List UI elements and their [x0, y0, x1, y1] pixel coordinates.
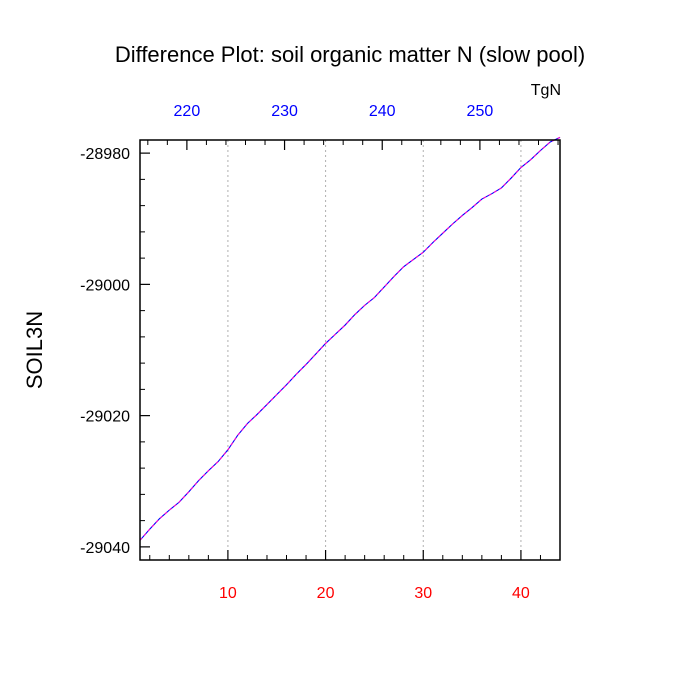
y-tick-label: -29000 — [80, 277, 130, 294]
plot-frame — [139, 139, 561, 561]
x-tick-label: 10 — [219, 585, 237, 602]
x-tick-label: 20 — [317, 585, 335, 602]
y-tick-label: -29020 — [80, 409, 130, 426]
series-line — [139, 136, 561, 541]
top-tick-label: 240 — [369, 103, 396, 120]
top-tick-label: 220 — [174, 103, 201, 120]
axis-ticks — [140, 140, 561, 560]
x-tick-label: 40 — [512, 585, 530, 602]
x-tick-label: 30 — [414, 585, 432, 602]
top-tick-label: 230 — [271, 103, 298, 120]
top-tick-label: 250 — [467, 103, 494, 120]
chart-title: Difference Plot: soil organic matter N (… — [115, 42, 585, 67]
tick-labels: 10 20 30 40 220 230 240 250 -29040 -29020 -29000 -2… — [80, 103, 530, 602]
y-tick-label: -28980 — [80, 146, 130, 163]
grid-lines — [227, 140, 522, 560]
series-line-base — [139, 136, 561, 541]
y-axis-label: SOIL3N — [22, 311, 47, 389]
top-axis-unit: TgN — [531, 82, 561, 99]
series-group — [139, 136, 561, 541]
y-tick-label: -29040 — [80, 540, 130, 557]
